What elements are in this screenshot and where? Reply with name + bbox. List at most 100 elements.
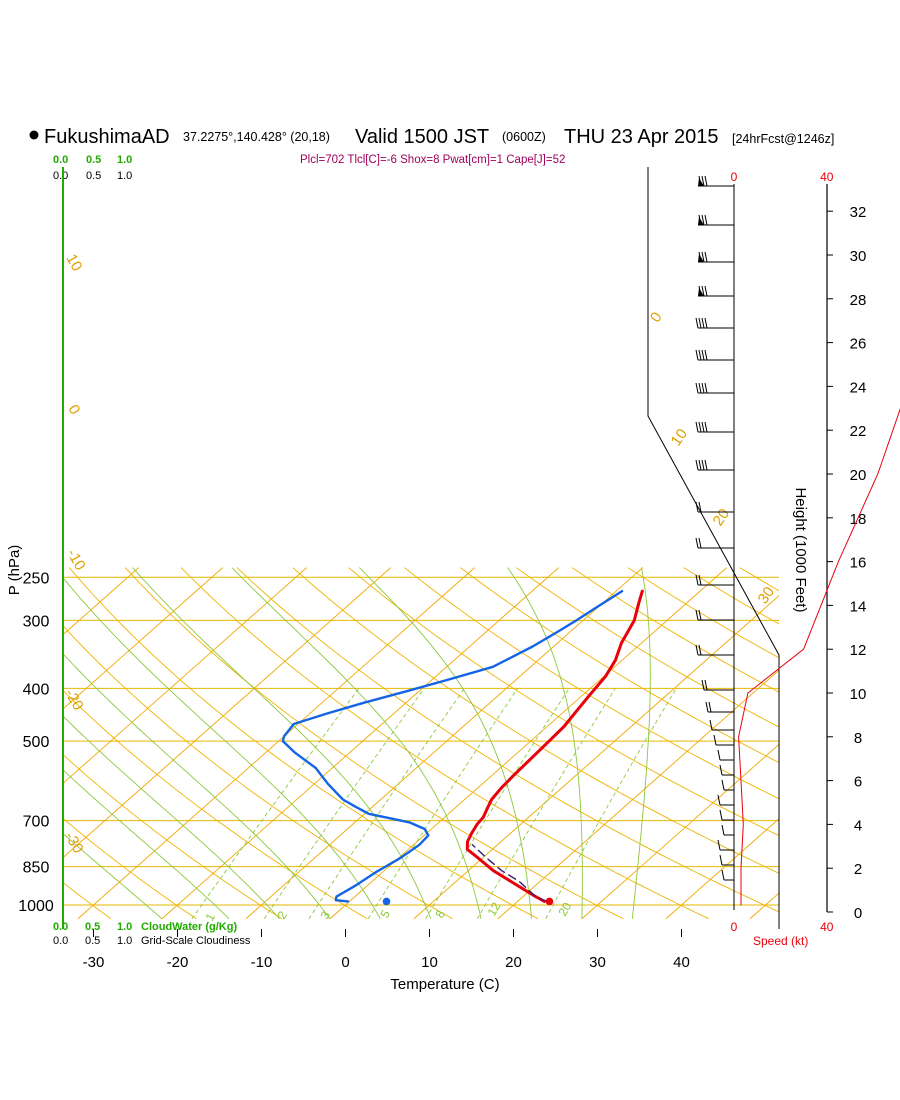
cloud-scale-bottom-green-1: 0.5	[85, 921, 100, 933]
pressure-tick-label: 250	[23, 570, 50, 587]
temp-tick-label: -10	[251, 954, 273, 971]
wind-barb-flag	[719, 764, 723, 776]
wind-barb-flag	[721, 824, 725, 836]
temp-tick-label: 20	[505, 954, 522, 971]
isotherm-line	[497, 669, 779, 920]
wind-barb-flag	[704, 349, 708, 361]
wind-barb-flag	[701, 175, 705, 187]
wind-barb-flag	[698, 175, 702, 187]
wind-barb-flag	[704, 421, 708, 433]
temp-tick-label: 0	[341, 954, 349, 971]
valid-time: Valid 1500 JST	[355, 126, 489, 148]
cloudiness-label: Grid-Scale Cloudiness	[141, 935, 251, 947]
mixing-ratio-line	[545, 688, 677, 920]
isotherm-line	[245, 567, 644, 920]
temperature-line	[465, 589, 644, 903]
mixing-ratio-line	[425, 688, 570, 920]
wind-barb-flag	[704, 317, 708, 329]
wind-barb-flag	[695, 349, 699, 361]
moist-adiabat	[132, 567, 432, 919]
wind-barb-flag	[698, 501, 702, 513]
height-tick-label: 10	[850, 686, 867, 703]
wind-barb-flag	[698, 644, 702, 656]
mixing-ratio-label: 2	[274, 908, 290, 921]
height-tick-label: 18	[850, 511, 867, 528]
wind-barb-flag	[695, 609, 699, 621]
height-axis-label: Height (1000 Feet)	[792, 487, 809, 612]
wind-barb-flag	[701, 459, 705, 471]
moist-adiabat	[507, 567, 583, 919]
station-coords: 37.2275°,140.428° (20,18)	[183, 130, 330, 144]
wind-barb-flag	[695, 382, 699, 394]
y-axis-label: P (hPa)	[6, 545, 23, 596]
moist-adiabat	[63, 715, 280, 920]
height-tick-label: 14	[850, 598, 867, 615]
wind-barb-flag	[698, 459, 702, 471]
wind-barb-flag	[709, 719, 713, 731]
wind-barb-flag	[704, 285, 708, 297]
wind-barb-flag	[701, 285, 705, 297]
isotherm-line	[581, 743, 779, 920]
pressure-tick-label: 400	[23, 681, 50, 698]
wind-barb-flag	[701, 214, 705, 226]
isotherm-line	[161, 567, 560, 920]
wind-barb-flag	[701, 382, 705, 394]
height-tick-label: 28	[850, 292, 867, 309]
moist-adiabat	[231, 567, 482, 919]
height-tick-label: 24	[850, 379, 867, 396]
height-tick-label: 32	[850, 204, 867, 221]
dry-adiabat-label: -10	[63, 546, 89, 573]
wind-barb-flag	[698, 421, 702, 433]
height-tick-label: 2	[854, 861, 862, 878]
wind-barb-flag	[695, 574, 699, 586]
mixing-ratio-label: 12	[484, 900, 503, 919]
dry-adiabat-label: 0	[647, 309, 666, 326]
wind-barb-flag	[695, 421, 699, 433]
height-tick-label: 4	[854, 817, 862, 834]
moist-adiabat	[63, 769, 230, 920]
wind-barb-flag	[695, 501, 699, 513]
pressure-tick-label: 300	[23, 613, 50, 630]
dry-adiabat	[796, 568, 900, 919]
wind-barb-flag	[721, 869, 725, 881]
height-tick-label: 6	[854, 774, 862, 791]
mixing-ratio-line	[263, 688, 425, 920]
height-tick-label: 22	[850, 423, 867, 440]
wind-barb-flag	[705, 701, 709, 713]
wind-barb-flag	[695, 644, 699, 656]
cloud-scale-top-black-1: 0.5	[86, 170, 101, 182]
dry-adiabat	[124, 567, 624, 920]
pressure-tick-label: 1000	[18, 898, 54, 915]
cloud-scale-bottom-black-0: 0.0	[53, 935, 68, 947]
wind-barb-flag	[701, 421, 705, 433]
pressure-axis: 250 300 400 500 700 850 1000	[18, 570, 54, 915]
wind-barb-flag	[698, 349, 702, 361]
dry-adiabat	[292, 567, 779, 874]
wind-barb-flag	[704, 214, 708, 226]
height-tick-label: 12	[850, 642, 867, 659]
wind-barb-flag	[721, 779, 725, 791]
surface-dewpoint-dot	[382, 897, 391, 906]
dry-adiabat-label: 0	[64, 402, 83, 418]
temp-tick-label: 30	[589, 954, 606, 971]
mixing-ratio-line	[477, 688, 616, 920]
isotherm-line	[665, 818, 779, 920]
isotherm-line	[77, 567, 476, 920]
stability-indices: Plcl=702 Tlcl[C]=-6 Shox=8 Pwat[cm]=1 Ca…	[300, 154, 565, 166]
wind-barb-flag	[698, 317, 702, 329]
height-tick-label: 20	[850, 467, 867, 484]
wind-barb-flag	[701, 349, 705, 361]
speed-axis: 0040408080120120	[731, 170, 834, 934]
wind-barb-flag	[708, 701, 712, 713]
dry-adiabat-label: 30	[755, 584, 778, 607]
height-tick-label: 26	[850, 336, 867, 353]
cloud-scale-top-black-0: 0.0	[53, 170, 68, 182]
mixing-ratio-line	[308, 688, 465, 920]
wind-barb-flag	[717, 794, 721, 806]
dry-adiabat-label: 10	[62, 251, 85, 274]
wind-barb-flag	[717, 839, 721, 851]
speed-axis-label: Speed (kt)	[753, 934, 808, 948]
dry-adiabat	[63, 689, 368, 920]
wind-barb-flag	[701, 679, 705, 691]
dry-adiabat-label: 10	[668, 426, 691, 449]
